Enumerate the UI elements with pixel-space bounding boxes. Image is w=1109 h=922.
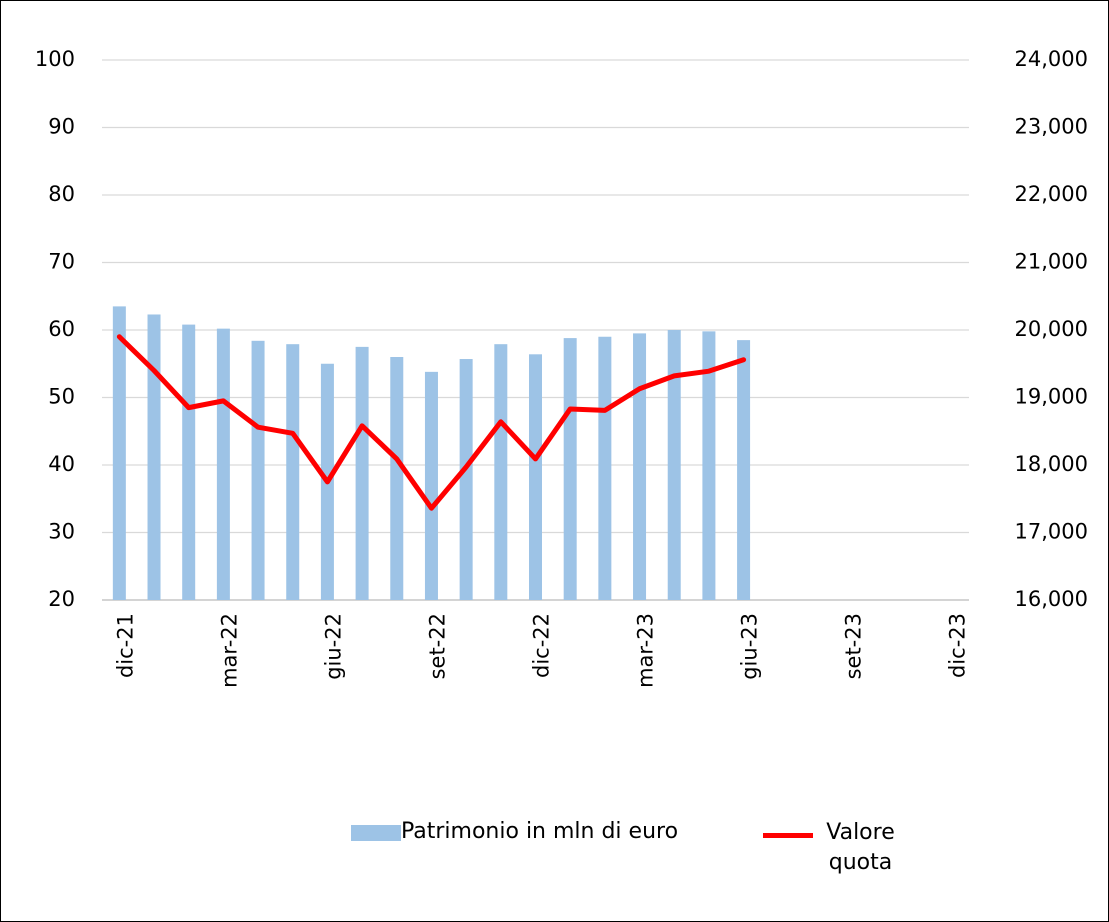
y-tick-label: 80 xyxy=(48,182,75,206)
bar xyxy=(737,340,751,600)
legend-label: Valore quota xyxy=(826,820,895,875)
x-tick-label: mar-23 xyxy=(634,613,658,688)
bar xyxy=(147,314,161,600)
legend-item: Valore quota xyxy=(763,819,908,878)
y2-tick-label: 20,000 xyxy=(1015,317,1088,341)
x-tick-label: mar-22 xyxy=(217,613,241,688)
bar xyxy=(633,333,647,600)
bar xyxy=(529,354,542,600)
y-tick-label: 50 xyxy=(48,385,75,409)
line xyxy=(116,334,747,511)
legend-swatch xyxy=(763,833,813,838)
x-tick-label: dic-23 xyxy=(946,613,970,678)
y-tick-label: 90 xyxy=(48,115,75,139)
y2-tick-label: 23,000 xyxy=(1015,115,1088,139)
x-tick-label: set-22 xyxy=(425,613,449,679)
bar xyxy=(424,371,438,600)
x-tick-label: dic-21 xyxy=(113,613,137,678)
y2-tick-label: 22,000 xyxy=(1015,182,1088,206)
y-tick-label: 100 xyxy=(35,47,75,71)
bar xyxy=(494,344,508,600)
bar xyxy=(390,357,404,600)
bar xyxy=(667,330,681,600)
y-tick-label: 70 xyxy=(48,250,75,274)
y2-tick-label: 16,000 xyxy=(1015,587,1088,611)
bar xyxy=(286,344,300,600)
x-tick-label: dic-22 xyxy=(530,613,554,678)
bar xyxy=(459,359,473,600)
bar xyxy=(251,340,265,600)
bar xyxy=(563,338,577,600)
x-tick-label: giu-23 xyxy=(738,613,762,680)
y-tick-label: 40 xyxy=(48,452,75,476)
y2-tick-label: 18,000 xyxy=(1015,452,1088,476)
y-tick-label: 30 xyxy=(48,520,75,544)
bar xyxy=(112,306,126,600)
y2-tick-label: 21,000 xyxy=(1015,250,1088,274)
legend-item: Patrimonio in mln di euro xyxy=(351,819,678,844)
y-tick-label: 20 xyxy=(48,587,75,611)
x-tick-label: giu-22 xyxy=(321,613,345,680)
bar xyxy=(702,331,716,600)
y2-tick-label: 19,000 xyxy=(1015,385,1088,409)
bar xyxy=(598,336,612,600)
bar xyxy=(216,328,230,600)
bar xyxy=(355,346,369,600)
y2-tick-label: 24,000 xyxy=(1015,47,1088,71)
y2-tick-label: 17,000 xyxy=(1015,520,1088,544)
legend-label: Patrimonio in mln di euro xyxy=(401,819,679,844)
bar xyxy=(182,324,196,600)
x-tick-label: set-23 xyxy=(842,613,866,679)
y-tick-label: 60 xyxy=(48,317,75,341)
legend-swatch xyxy=(351,825,401,841)
